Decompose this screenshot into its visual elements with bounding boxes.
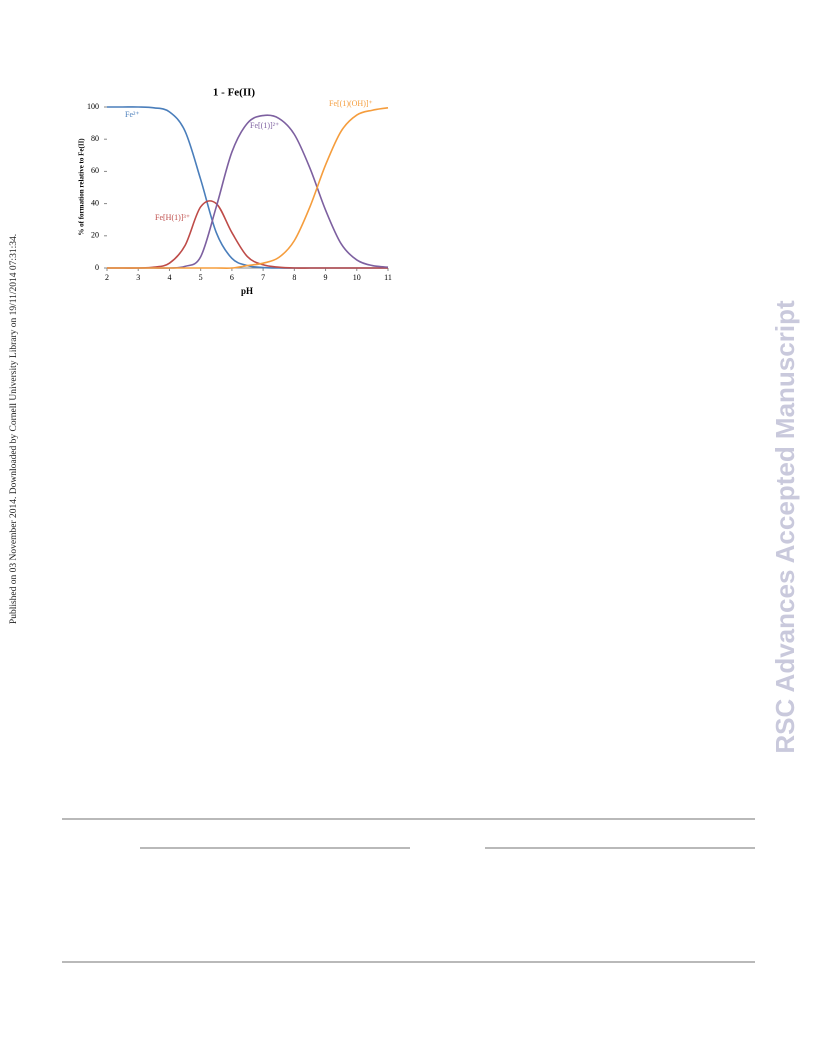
series-label: Fe[(1)]²⁺ (250, 121, 279, 130)
x-tick-label: 6 (230, 273, 234, 282)
x-axis-label: pH (241, 286, 253, 296)
x-tick-label: 4 (167, 273, 171, 282)
series-line (107, 107, 389, 269)
watermark: RSC Advances Accepted Manuscript (770, 300, 800, 754)
y-tick-label: 100 (87, 102, 99, 111)
x-tick-label: 8 (292, 273, 296, 282)
x-tick-label: 9 (324, 273, 328, 282)
chart-title: 1 - Fe(II) (213, 87, 255, 99)
margin-note: Published on 03 November 2014. Downloade… (9, 234, 19, 624)
x-tick-label: 3 (136, 273, 140, 282)
y-tick-label: 60 (91, 166, 99, 175)
y-tick-label: 40 (91, 198, 99, 207)
x-tick-label: 2 (105, 273, 109, 282)
x-tick-label: 7 (261, 273, 265, 282)
series-line (107, 114, 389, 269)
x-tick-label: 5 (199, 273, 203, 282)
table-rules (62, 818, 755, 963)
series-label: Fe²⁺ (125, 110, 140, 119)
y-tick-label: 0 (95, 263, 99, 272)
x-tick-label: 10 (353, 273, 361, 282)
x-tick-label: 11 (384, 273, 392, 282)
series-line (107, 200, 388, 269)
y-tick-label: 20 (91, 231, 99, 240)
series-label: Fe[(1)(OH)]⁺ (329, 99, 373, 108)
series-line (107, 106, 388, 269)
y-axis-label: % of formation relative to Fe(II) (78, 138, 86, 236)
series-label: Fe[H(1)]³⁺ (155, 213, 190, 222)
y-tick-label: 80 (91, 134, 99, 143)
